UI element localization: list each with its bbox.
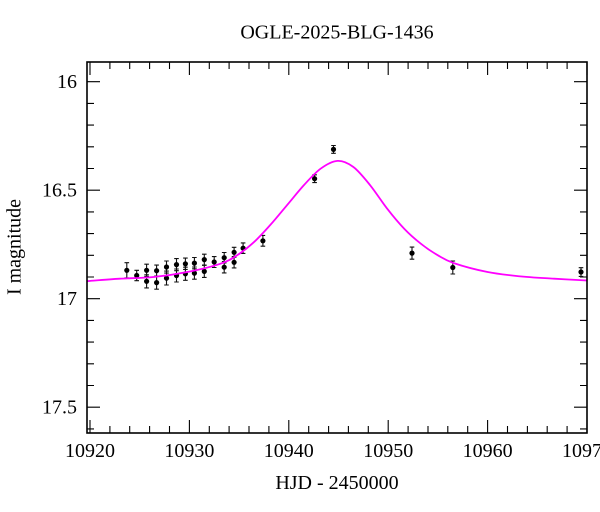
y-tick-label: 16.5 xyxy=(42,180,77,202)
data-point xyxy=(144,278,150,284)
y-tick-label: 17.5 xyxy=(42,397,77,419)
x-axis-label: HJD - 2450000 xyxy=(275,472,398,494)
axis-ticks xyxy=(87,62,588,433)
model-curve xyxy=(86,159,588,282)
data-point xyxy=(578,269,584,275)
data-point xyxy=(231,249,237,255)
x-tick-label: 10950 xyxy=(363,440,413,462)
data-point xyxy=(409,250,415,256)
data-point xyxy=(260,238,266,244)
x-tick-label: 10930 xyxy=(164,440,214,462)
x-tick-label: 10920 xyxy=(65,440,115,462)
data-point xyxy=(163,275,170,281)
data-point xyxy=(154,280,160,286)
data-point xyxy=(124,267,130,273)
y-axis-label: I magnitude xyxy=(4,199,26,295)
data-point xyxy=(201,257,207,263)
data-point xyxy=(221,264,227,270)
tick-labels: 10920 10930 10940 10950 10960 10970 16 16.5 17 17… xyxy=(42,71,600,462)
plot-frame xyxy=(86,61,588,434)
data-points xyxy=(124,144,584,290)
data-point xyxy=(173,262,180,268)
x-tick-label: 10960 xyxy=(463,440,513,462)
data-point xyxy=(312,176,318,182)
data-point xyxy=(134,272,140,279)
data-point xyxy=(191,270,197,276)
x-tick-label: 10970 xyxy=(562,440,600,462)
data-point xyxy=(154,268,160,274)
data-point xyxy=(211,259,217,265)
data-point xyxy=(182,261,188,267)
data-point xyxy=(450,264,456,271)
chart-title: OGLE-2025-BLG-1436 xyxy=(240,22,433,44)
data-point xyxy=(231,259,237,265)
data-point xyxy=(144,267,150,273)
data-point xyxy=(330,146,337,152)
data-point xyxy=(191,260,197,266)
y-tick-label: 16 xyxy=(57,71,77,93)
data-point xyxy=(221,255,227,261)
tick-marks-path xyxy=(87,62,588,433)
data-point xyxy=(163,264,170,270)
x-tick-label: 10940 xyxy=(264,440,314,462)
data-point xyxy=(201,268,207,274)
y-tick-label: 17 xyxy=(57,288,77,310)
